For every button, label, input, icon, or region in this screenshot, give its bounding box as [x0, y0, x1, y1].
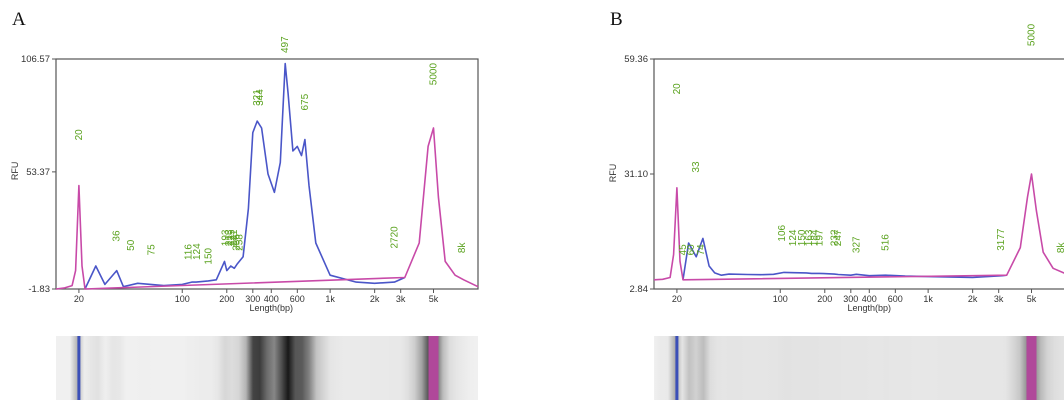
x-tick-label: 300 [245, 294, 260, 304]
peak-label: 8k [457, 242, 468, 254]
x-tick-label: 600 [888, 294, 903, 304]
peak-label: 327 [851, 236, 862, 253]
x-tick-label: 400 [862, 294, 877, 304]
peak-label: 150 [203, 247, 214, 264]
x-tick-label: 200 [219, 294, 234, 304]
peak-label: 321 [252, 89, 263, 106]
y-tick-label: 59.36 [624, 54, 648, 65]
x-tick-label: 20 [672, 294, 682, 304]
x-axis-label: Length(bp) [250, 303, 294, 313]
peak-label: 50 [126, 239, 137, 251]
peak-label: 33 [691, 161, 702, 173]
x-tick-label: 100 [175, 294, 190, 304]
x-tick-label: 400 [264, 294, 279, 304]
gel-lane [56, 336, 478, 400]
peak-label: 3177 [996, 228, 1007, 251]
peak-label: 116 [183, 244, 194, 260]
gel-marker-band-lower [77, 336, 81, 400]
x-tick-label: 200 [817, 294, 832, 304]
panel-letter-a: A [12, 9, 26, 30]
x-tick-label: 2k [968, 294, 978, 304]
plot-frame [653, 58, 1064, 290]
peak-label: 163 [804, 229, 815, 246]
x-tick-label: 3k [396, 294, 406, 304]
x-tick-label: 20 [74, 294, 84, 304]
peak-label: 20 [74, 129, 85, 141]
peak-label: 8k [1056, 242, 1064, 254]
x-tick-label: 100 [773, 294, 788, 304]
gel-marker-band-upper [1026, 336, 1037, 400]
x-tick-label: 2k [370, 294, 380, 304]
x-tick-label: 1k [325, 294, 335, 304]
peak-label: 516 [881, 234, 892, 251]
peak-label: 225 [227, 229, 238, 246]
electropherogram-b: 59.36 31.10 2.84 RFU 20 100 200 300 400 600 1k 2k 3k… [608, 23, 1064, 400]
peak-label: 193 [220, 229, 231, 246]
peak-label: 497 [280, 36, 291, 53]
x-tick-label: 600 [290, 294, 305, 304]
gel-marker-band-upper [428, 336, 439, 400]
electropherogram-a: 106.57 53.37 -1.83 RFU 20 100 200 300 400 600 1k 2k… [10, 36, 479, 400]
peak-label: 20 [672, 83, 683, 95]
peak-label: 5000 [1026, 23, 1037, 46]
peak-label: 197 [814, 229, 825, 246]
gel-lane [654, 336, 1064, 400]
y-tick-label: 31.10 [624, 169, 648, 180]
peak-label: 344 [255, 89, 266, 106]
peak-label: 2720 [389, 226, 400, 249]
peak-label: 236 [231, 234, 242, 251]
y-tick-label: 53.37 [26, 167, 50, 178]
plot-frame [55, 58, 479, 290]
y-tick-label: 106.57 [21, 54, 50, 65]
x-tick-label: 5k [429, 294, 439, 304]
peak-label: 675 [300, 93, 311, 110]
y-axis-label: RFU [608, 164, 618, 183]
peak-label: 258 [235, 234, 246, 251]
x-tick-label: 300 [843, 294, 858, 304]
peak-label: 247 [833, 229, 844, 246]
peak-label: 124 [192, 243, 203, 260]
series-line [55, 127, 479, 290]
x-axis-label: Length(bp) [848, 303, 892, 313]
x-tick-label: 3k [994, 294, 1004, 304]
y-tick-label: 2.84 [630, 284, 649, 295]
peak-label: 36 [112, 230, 123, 242]
series-line [682, 237, 1007, 280]
x-tick-label: 1k [923, 294, 933, 304]
peak-label: 184 [809, 229, 820, 246]
series-line [653, 173, 1064, 281]
peak-label: 150 [797, 229, 808, 246]
x-tick-label: 5k [1027, 294, 1037, 304]
y-tick-label: -1.83 [28, 284, 50, 295]
peak-label: 5000 [428, 63, 439, 86]
peak-label: 232 [829, 229, 840, 246]
peak-label: 75 [147, 244, 158, 256]
peak-label: 124 [788, 229, 799, 246]
peak-label: 45 [678, 244, 689, 256]
panel-letter-b: B [610, 9, 623, 30]
panel-b: B 59.36 31.10 2.84 RFU 20 100 200 300 400 600 1k 2k… [598, 0, 1064, 400]
peak-label: 60 [686, 244, 697, 256]
peak-label: 74 [696, 244, 707, 256]
gel-marker-band-lower [675, 336, 679, 400]
peak-label: 231 [229, 229, 240, 246]
y-axis-label: RFU [10, 162, 20, 181]
peak-label: 106 [777, 224, 788, 241]
panel-a: A 106.57 53.37 -1.83 RFU 20 100 200 300 400 600 1k… [0, 0, 520, 400]
peak-label: 213 [224, 229, 235, 246]
